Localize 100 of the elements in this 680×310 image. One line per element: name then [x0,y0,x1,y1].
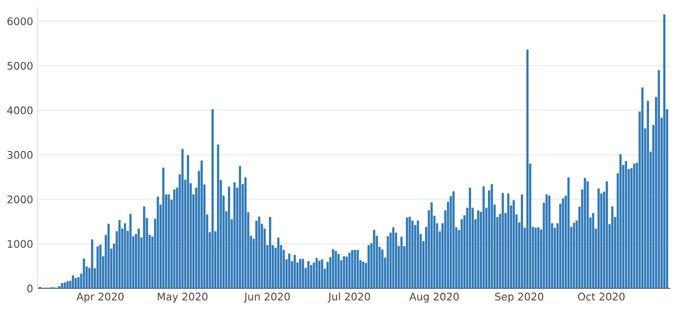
bar [611,206,614,288]
bar [348,252,351,288]
x-tick-label: Jul 2020 [328,292,370,302]
bar [186,155,190,288]
bar [302,258,304,288]
bar [572,222,576,288]
y-tick-label: 2000 [7,195,33,204]
bar [646,100,649,288]
bar [411,220,414,288]
bar [258,216,260,288]
bar [233,182,236,288]
bar [460,219,463,288]
bar [663,14,666,288]
bar [342,256,346,288]
x-tick-label: Oct 2020 [578,292,625,301]
bar [507,193,510,288]
y-tick-label: 3000 [8,150,33,159]
bar [316,258,318,288]
bar [633,164,636,288]
x-tick-label: Aug 2020 [409,292,459,303]
bar [143,206,146,288]
bar [554,228,556,288]
bar [641,87,644,288]
bar [181,148,184,288]
bar [482,186,485,288]
y-tick-label: 6000 [7,17,33,26]
y-tick-label: 1000 [8,240,33,248]
bar [162,168,164,288]
bar [288,254,290,288]
bar [400,236,403,288]
bar [269,217,272,288]
bar [321,259,324,288]
bar [430,202,433,288]
bar [310,265,312,288]
bar [277,238,280,288]
bar [216,144,220,288]
x-tick-label: Apr 2020 [76,292,124,303]
bar [96,246,99,288]
bar [619,154,622,288]
bar [408,216,411,288]
bar [168,194,170,288]
bar [91,239,94,288]
bar [368,245,370,288]
bar [598,188,600,288]
bar [567,177,570,288]
bar [107,224,110,288]
bar [546,194,548,288]
bar [392,227,394,288]
bar [77,277,80,288]
bar [64,282,66,288]
x-tick-label: Sep 2020 [495,292,544,303]
bar [477,210,480,288]
bar [307,261,310,288]
bar [255,220,258,288]
bar [416,220,420,288]
bar [334,250,337,288]
bar [312,262,315,288]
bar [354,250,356,288]
bar [66,281,69,288]
bar [520,194,524,288]
bar [244,177,247,288]
bar [212,109,214,288]
bar [624,160,628,288]
bar [129,214,132,288]
bar [512,200,515,288]
bar [138,228,140,288]
bar [118,220,121,288]
x-tick-label: May 2020 [158,292,208,303]
bar [337,254,340,288]
bar [173,189,176,288]
bar [346,256,348,288]
bar [562,198,564,288]
bar [526,50,529,288]
bar [490,184,493,288]
bar [356,250,359,288]
bar [606,181,608,288]
bar [658,70,660,288]
x-tick-label: Jun 2020 [244,292,290,302]
bar [362,262,364,288]
bar [99,244,102,288]
bar [200,160,203,288]
bar [318,260,320,288]
bar [548,196,550,288]
bar [592,213,594,288]
bar [386,236,389,288]
bar [381,250,384,288]
bar [537,227,540,288]
bar [586,181,589,288]
bar [332,249,334,288]
bar [238,166,242,288]
bar [156,196,159,288]
bar [294,254,296,288]
bar [124,223,126,288]
y-tick-label: 4000 [7,106,33,114]
bar [502,193,504,288]
bar [299,258,302,288]
bar [228,186,230,288]
bar [534,228,537,288]
y-tick-label: 0 [27,284,33,292]
y-tick-label: 5000 [8,62,33,70]
